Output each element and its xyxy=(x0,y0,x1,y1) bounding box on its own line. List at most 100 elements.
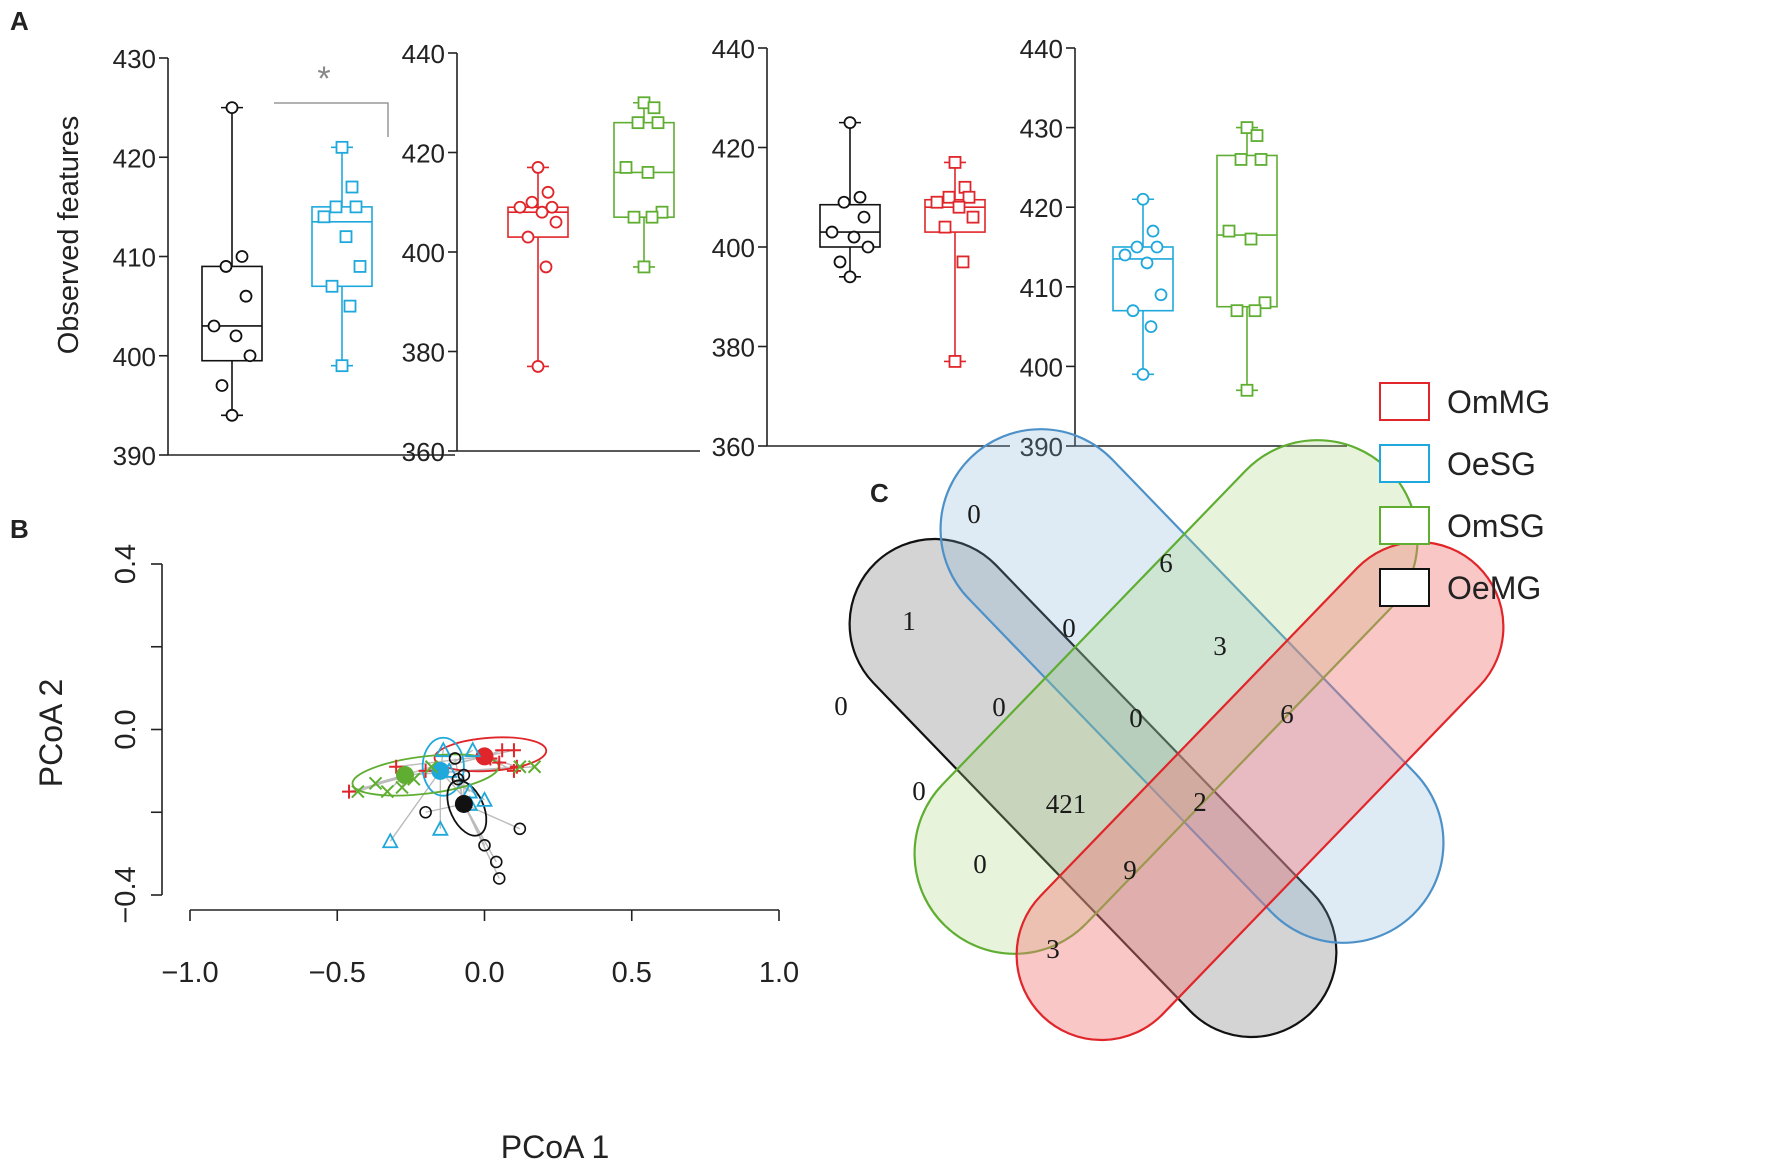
spider-line xyxy=(389,770,441,842)
data-point xyxy=(489,855,503,869)
data-point xyxy=(506,743,521,758)
group-ellipse-ommg xyxy=(433,736,548,773)
legend-label-oemg: OeMG xyxy=(1447,570,1541,606)
data-point xyxy=(527,760,542,774)
box xyxy=(819,203,881,248)
data-point xyxy=(641,165,655,179)
box-panel: 390 400 410 420 430 440 xyxy=(1020,34,1347,462)
data-point xyxy=(521,230,535,244)
data-point xyxy=(225,101,239,115)
data-point xyxy=(434,741,452,758)
data-point xyxy=(1248,304,1262,318)
data-point xyxy=(207,319,221,333)
y-tick-label: 400 xyxy=(113,342,156,372)
data-point xyxy=(545,200,559,214)
data-point xyxy=(389,759,404,774)
y-tick-label: 440 xyxy=(712,34,755,64)
data-point xyxy=(1130,240,1144,254)
data-point xyxy=(1136,367,1150,381)
x-tick-label: −0.5 xyxy=(309,957,366,989)
pcoa-scatter-plot: −1.0 −0.5 0.0 0.5 1.0 −0.4 0.0 0.4 xyxy=(110,544,799,989)
box-oesg xyxy=(1112,192,1174,381)
data-point xyxy=(535,205,549,219)
data-point xyxy=(1254,153,1268,166)
data-point xyxy=(351,784,365,799)
data-point xyxy=(335,140,349,154)
box xyxy=(201,265,263,362)
y-tick-label: 380 xyxy=(402,338,445,368)
box-ylabel: Observed features xyxy=(53,116,85,355)
data-point xyxy=(1140,256,1154,270)
y-tick-label: 410 xyxy=(1020,273,1063,303)
data-point xyxy=(861,240,875,254)
data-point xyxy=(215,379,229,392)
data-point xyxy=(549,215,563,229)
spider-line xyxy=(463,803,497,863)
data-point xyxy=(513,760,527,774)
venn-ellipse-ommg xyxy=(1015,540,1505,1042)
data-point xyxy=(418,763,433,778)
data-point xyxy=(825,225,839,239)
data-point xyxy=(339,230,353,244)
data-point xyxy=(1240,121,1254,134)
data-point xyxy=(619,161,633,174)
x-tick-label: −1.0 xyxy=(161,957,218,989)
data-point xyxy=(368,776,383,790)
data-point xyxy=(343,299,357,313)
venn-count-oemg-ommg: 3 xyxy=(1046,934,1060,964)
data-point xyxy=(448,752,462,765)
venn-ellipse-oesg xyxy=(939,428,1445,944)
y-tick-label: −0.4 xyxy=(110,866,142,923)
data-point xyxy=(938,220,952,234)
data-point xyxy=(478,839,491,852)
data-point xyxy=(833,255,847,269)
centroid-oemg xyxy=(454,794,473,813)
y-tick-label: 440 xyxy=(402,39,445,69)
data-point xyxy=(424,760,439,774)
y-tick-label: 400 xyxy=(402,238,445,268)
venn-count-omsg-only: 6 xyxy=(1159,548,1173,578)
data-point xyxy=(349,200,363,214)
data-point xyxy=(381,832,399,849)
data-point xyxy=(1118,248,1132,262)
venn-count-oemg-omsg: 0 xyxy=(912,776,926,806)
venn-count-oemg-oesg-omsg: 0 xyxy=(992,692,1006,722)
y-tick-label: 420 xyxy=(402,139,445,169)
y-tick-label: 390 xyxy=(113,441,156,471)
pcoa-xlabel: PCoA 1 xyxy=(501,1129,610,1165)
data-point xyxy=(627,210,641,224)
venn-count-ommg-only: 6 xyxy=(1280,699,1294,729)
data-point xyxy=(966,210,980,224)
data-point xyxy=(930,195,944,209)
y-tick-label: 390 xyxy=(1020,432,1063,462)
y-tick-label: 380 xyxy=(712,333,755,363)
data-point xyxy=(853,190,867,204)
significance-bracket: * xyxy=(274,60,389,137)
data-point xyxy=(451,772,465,786)
panel-label-b: B xyxy=(10,514,29,544)
data-point xyxy=(431,819,449,836)
y-tick-label: 360 xyxy=(402,437,445,467)
panel-label-a: A xyxy=(10,6,29,36)
panel-label-c: C xyxy=(870,478,889,508)
data-point xyxy=(342,784,357,799)
y-tick-label: 360 xyxy=(712,432,755,462)
data-point xyxy=(956,255,970,269)
data-point xyxy=(837,195,851,209)
centroid-oesg xyxy=(431,761,450,780)
venn-count-all: 421 xyxy=(1046,789,1087,819)
y-tick-label: 420 xyxy=(113,143,156,173)
data-point xyxy=(1126,304,1140,318)
data-point xyxy=(631,116,645,130)
box-panel: 390 400 410 420 430 xyxy=(113,44,455,471)
significance-star: * xyxy=(317,60,330,98)
spider-line xyxy=(396,755,485,768)
data-point xyxy=(962,190,976,204)
y-tick-label: 410 xyxy=(113,243,156,273)
venn-diagram: 0 6 0 6 1 0 3 0 0 0 0 2 421 9 3 xyxy=(834,428,1505,1042)
data-point xyxy=(1222,224,1236,238)
data-point xyxy=(380,784,395,799)
y-tick-label: 440 xyxy=(1020,34,1063,64)
data-point xyxy=(847,230,861,244)
data-point xyxy=(1244,232,1258,246)
